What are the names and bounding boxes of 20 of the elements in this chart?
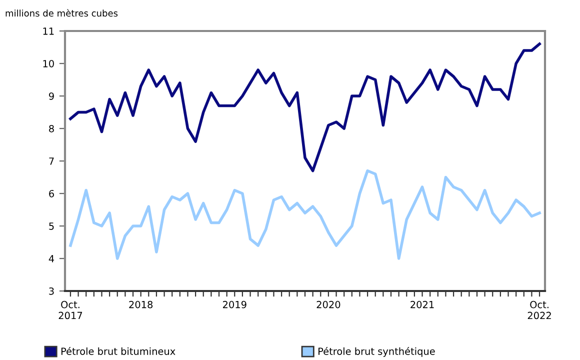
y-tick-label: 8 [49,124,54,132]
x-tick-label: Oct. 2022 [528,300,551,320]
y-tick-label: 11 [43,28,54,35]
x-tick-label: 2018 [129,300,153,308]
x-tick-label: 2019 [222,300,246,308]
y-tick-label: 7 [49,158,54,165]
y-axis-title: millions de mètres cubes [6,9,118,17]
y-tick-label: 4 [48,255,54,262]
y-tick-label: 5 [49,222,54,230]
line-series [69,42,541,172]
legend-label: Pétrole brut bitumineux [61,347,176,355]
x-tick-label: Oct. 2017 [58,300,82,320]
x-tick-label: 2021 [410,300,434,308]
y-tick-label: 3 [49,287,54,295]
y-tick-label: 6 [49,190,54,198]
y-tick-label: 10 [43,60,54,68]
line-series [69,169,541,260]
x-tick-label: 2020 [316,300,340,308]
legend-label: Pétrole brut synthétique [318,347,435,357]
y-tick-label: 9 [49,92,54,100]
